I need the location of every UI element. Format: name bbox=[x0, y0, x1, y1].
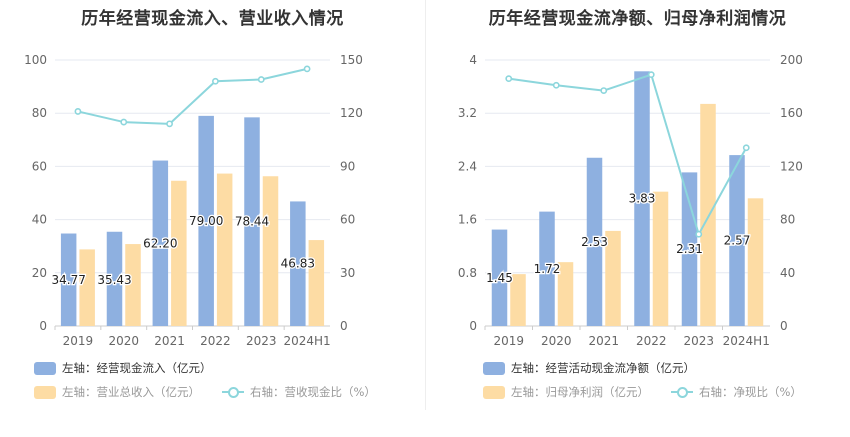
x-tick-label: 2021 bbox=[154, 334, 185, 348]
data-label: 79.00 bbox=[189, 214, 223, 228]
x-tick-label: 2019 bbox=[493, 334, 524, 348]
line-point bbox=[74, 108, 82, 115]
y-right-tick-label: 0 bbox=[340, 319, 348, 333]
bar-net-cash-flow bbox=[681, 172, 698, 326]
y-right-tick-label: 90 bbox=[340, 159, 355, 173]
y-right-tick-label: 120 bbox=[780, 159, 803, 173]
chart-panel-left: 历年经营现金流入、营业收入情况 0 0 20 30 40 60 60 90 80 120 100 15… bbox=[24, 9, 376, 399]
data-label: 2.31 bbox=[676, 242, 703, 256]
chart-panel-right: 历年经营现金流净额、归母净利润情况 0 0 0.8 40 1.6 80 2.4 120 3.2 1… bbox=[425, 0, 850, 437]
bar-net-profit bbox=[652, 191, 669, 326]
y-left-tick-label: 3.2 bbox=[458, 106, 477, 120]
data-label: 2.57 bbox=[724, 234, 751, 248]
y-left-tick-label: 1.6 bbox=[458, 213, 477, 227]
y-right-tick-label: 150 bbox=[340, 53, 363, 67]
line-point bbox=[742, 144, 750, 152]
x-tick-label: 2024H1 bbox=[723, 334, 770, 348]
bar-revenue bbox=[216, 173, 233, 326]
y-left-tick-label: 20 bbox=[32, 266, 47, 280]
y-right-tick-label: 200 bbox=[780, 53, 803, 67]
line-point bbox=[166, 120, 173, 128]
y-left-tick-label: 40 bbox=[32, 213, 47, 227]
bar-net-cash-flow bbox=[586, 157, 603, 326]
y-left-tick-label: 2.4 bbox=[458, 159, 477, 173]
y-left-tick-label: 4 bbox=[469, 53, 477, 67]
data-label: 3.83 bbox=[629, 192, 656, 206]
line-point bbox=[600, 87, 608, 94]
bar-net-cash-flow bbox=[539, 211, 555, 326]
x-tick-label: 2022 bbox=[200, 334, 231, 348]
bar-net-cash-flow bbox=[491, 229, 508, 326]
y-right-tick-label: 80 bbox=[780, 213, 795, 227]
line-point bbox=[212, 77, 219, 85]
data-label: 35.43 bbox=[97, 273, 131, 287]
bar-cash-inflow bbox=[244, 117, 260, 326]
line-point bbox=[695, 230, 703, 238]
bar-revenue bbox=[125, 244, 141, 326]
y-left-tick-label: 0 bbox=[469, 319, 477, 333]
bar-net-profit bbox=[510, 274, 526, 326]
bar-cash-inflow bbox=[290, 201, 306, 326]
chart-plot: 0 0 20 30 40 60 60 90 80 120 100 150 2019 2020 2021 202… bbox=[24, 53, 363, 348]
bar-revenue bbox=[171, 180, 187, 326]
bar-cash-inflow bbox=[106, 231, 123, 326]
data-label: 2.53 bbox=[581, 235, 608, 249]
y-left-tick-label: 60 bbox=[32, 159, 47, 173]
bar-net-cash-flow bbox=[634, 71, 650, 327]
line-point bbox=[505, 75, 513, 83]
x-tick-label: 2021 bbox=[588, 334, 619, 348]
x-tick-label: 2019 bbox=[63, 334, 94, 348]
bar-cash-inflow bbox=[152, 160, 169, 326]
y-right-tick-label: 0 bbox=[780, 319, 788, 333]
panel-divider bbox=[425, 0, 426, 410]
bar-revenue bbox=[308, 240, 325, 326]
data-label: 1.72 bbox=[534, 262, 561, 276]
y-right-tick-label: 120 bbox=[340, 106, 363, 120]
bar-net-profit bbox=[700, 103, 716, 326]
data-label: 46.83 bbox=[281, 257, 315, 271]
y-right-tick-label: 60 bbox=[340, 213, 355, 227]
line-point bbox=[120, 118, 128, 126]
series-line bbox=[77, 67, 308, 125]
chart-title: 历年经营现金流入、营业收入情况 bbox=[81, 9, 344, 29]
bar-cash-inflow bbox=[60, 233, 77, 326]
bar-revenue bbox=[262, 176, 279, 326]
bar-net-profit bbox=[557, 262, 574, 326]
bar-net-profit bbox=[747, 198, 764, 326]
y-right-tick-label: 40 bbox=[780, 266, 795, 280]
bar-net-cash-flow bbox=[729, 155, 745, 326]
line-point bbox=[552, 81, 560, 89]
data-label: 78.44 bbox=[235, 215, 269, 229]
data-label: 62.20 bbox=[143, 236, 177, 250]
bar-net-profit bbox=[605, 230, 621, 326]
y-left-tick-label: 0 bbox=[39, 319, 47, 333]
x-tick-label: 2020 bbox=[108, 334, 139, 348]
line-point bbox=[303, 65, 311, 73]
series-line bbox=[508, 73, 748, 237]
chart-plot: 0 0 0.8 40 1.6 80 2.4 120 3.2 160 4 200 2019 2020 2021… bbox=[458, 53, 803, 348]
bar-cash-inflow bbox=[198, 115, 214, 326]
y-left-tick-label: 100 bbox=[24, 53, 47, 67]
y-right-tick-label: 160 bbox=[780, 106, 803, 120]
line-point bbox=[257, 76, 265, 83]
x-tick-label: 2023 bbox=[683, 334, 714, 348]
x-tick-label: 2024H1 bbox=[283, 334, 330, 348]
x-tick-label: 2022 bbox=[636, 334, 667, 348]
y-left-tick-label: 80 bbox=[32, 106, 47, 120]
data-label: 34.77 bbox=[51, 273, 85, 287]
x-tick-label: 2023 bbox=[246, 334, 277, 348]
y-left-tick-label: 0.8 bbox=[458, 266, 477, 280]
x-tick-label: 2020 bbox=[541, 334, 572, 348]
chart-title: 历年经营现金流净额、归母净利润情况 bbox=[488, 9, 787, 29]
y-right-tick-label: 30 bbox=[340, 266, 355, 280]
bar-revenue bbox=[79, 249, 95, 326]
data-label: 1.45 bbox=[486, 271, 513, 285]
line-point bbox=[647, 71, 655, 79]
